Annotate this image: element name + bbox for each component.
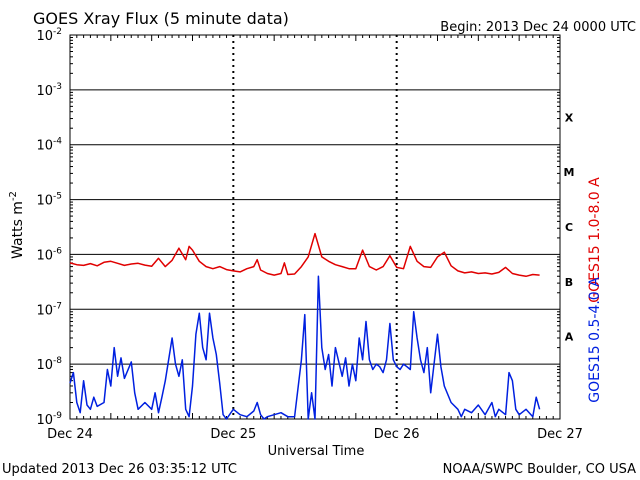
y-tick-labels: 10-9 10-8 10-7 10-6 10-5 10-4 10-3 10-2 <box>36 27 62 428</box>
series-line-long-channel <box>69 232 540 278</box>
x-axis-label: Universal Time <box>268 444 365 459</box>
plot-frame <box>69 34 561 420</box>
y-tick-label: 10-2 <box>36 27 62 44</box>
y-axis-label: Watts m-2 <box>8 191 26 259</box>
data-series <box>69 232 541 420</box>
y-tick-label: 10-7 <box>36 301 62 318</box>
legend-short-channel: GOES15 0.5-4.0 A <box>587 277 603 403</box>
y-tick-label: 10-6 <box>36 246 62 263</box>
data-source: NOAA/SWPC Boulder, CO USA <box>443 462 636 477</box>
flare-class-b: B <box>565 276 573 289</box>
legend-long-channel: GOES15 1.0-8.0 A <box>587 177 603 303</box>
flare-class-labels: A B C M X <box>564 111 575 343</box>
flare-class-x: X <box>565 111 574 124</box>
x-tick-label: Dec 27 <box>537 427 583 442</box>
series-line-short-channel <box>69 275 541 420</box>
x-tick-labels: Dec 24 Dec 25 Dec 26 Dec 27 <box>47 427 583 442</box>
flare-class-a: A <box>565 331 574 344</box>
begin-date: Begin: 2013 Dec 24 0000 UTC <box>440 20 636 35</box>
x-tick-label: Dec 26 <box>374 427 420 442</box>
y-tick-label: 10-8 <box>36 356 62 373</box>
flare-class-c: C <box>565 221 573 234</box>
y-tick-label: 10-5 <box>36 192 62 209</box>
chart-title: GOES Xray Flux (5 minute data) <box>33 9 289 28</box>
y-tick-label: 10-9 <box>36 411 62 428</box>
y-tick-label: 10-4 <box>36 137 62 154</box>
updated-timestamp: Updated 2013 Dec 26 03:35:12 UTC <box>2 462 237 477</box>
x-tick-label: Dec 24 <box>47 427 93 442</box>
gridlines <box>70 35 560 419</box>
flare-class-m: M <box>564 166 575 179</box>
y-tick-label: 10-3 <box>36 82 62 99</box>
x-tick-label: Dec 25 <box>210 427 256 442</box>
